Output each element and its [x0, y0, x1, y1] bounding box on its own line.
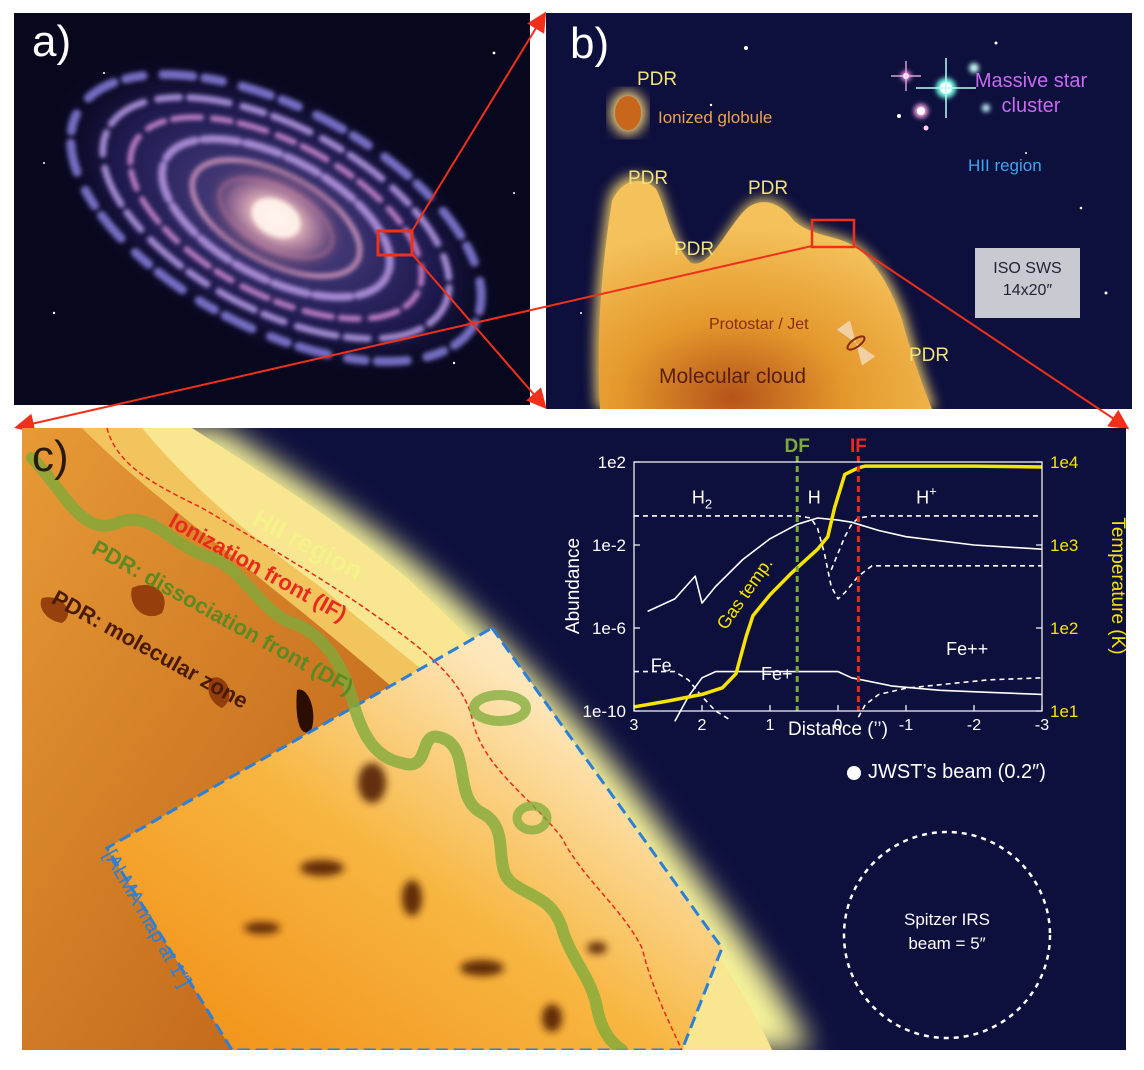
protostar-label: Protostar / Jet [709, 316, 809, 333]
zoom-box-b [810, 218, 856, 249]
spitzer-beam-circle [842, 830, 1052, 1040]
annotation-h-2: H2 [692, 488, 712, 512]
x-tick-label: 3 [630, 717, 639, 734]
iso-sws-line2: 14x20″ [1002, 282, 1053, 299]
ionized-globule-shape [615, 96, 641, 130]
pdr-label: PDR [748, 178, 789, 199]
df-clump-ring [469, 690, 531, 726]
panel-c-label: c) [32, 432, 69, 481]
df-clump-ring [512, 801, 552, 835]
annotation-fe: Fe+ [761, 664, 793, 684]
y-tick-label: 1e-2 [592, 536, 626, 555]
pdr-label: PDR [637, 69, 678, 90]
iso-sws-label: ISO SWS 14x20″ [975, 258, 1080, 302]
chart-xlabel: Distance (’’) [788, 719, 888, 740]
x-tick-label: -3 [1035, 717, 1049, 734]
chart-frame [633, 461, 1043, 712]
chart-y2label: Temperature (K) [1107, 517, 1126, 654]
panel-a: a) [14, 13, 530, 405]
y-tick-label: 1e2 [598, 453, 626, 472]
panel-b: b) PDR Ionized globule PDR PDR PDR PDR M… [546, 13, 1132, 409]
pdr-label: PDR [674, 239, 715, 260]
annotation-h: H [808, 488, 821, 508]
y-tick-label: 1e-6 [592, 619, 626, 638]
panel-b-label: b) [570, 19, 610, 68]
annotation-h-plus: H+ [916, 484, 937, 508]
spitzer-line1: Spitzer IRS [904, 910, 990, 929]
jwst-beam-label: JWST’s beam (0.2″) [868, 761, 1046, 783]
cluster-label-line1: Massive star [974, 70, 1088, 92]
spitzer-beam-label: Spitzer IRS beam = 5″ [847, 908, 1047, 956]
pdr-label: PDR [628, 168, 669, 189]
iso-sws-line1: ISO SWS [993, 260, 1062, 277]
marker-label-if: IF [850, 436, 867, 457]
alma-map-outline [104, 626, 724, 1050]
y2-tick-label: 1e2 [1050, 619, 1078, 638]
chart-markers: DF IF [785, 436, 867, 711]
panel-c: c) HII region Ionization front (IF) PDR:… [22, 428, 1126, 1050]
chart-ylabel: Abundance [563, 538, 584, 634]
panel-a-label: a) [32, 17, 72, 66]
star-cluster-icon [891, 58, 990, 131]
chart-plot-area [634, 462, 1042, 711]
annotation-fe: Fe [651, 656, 672, 676]
massive-star-cluster-label: Massive star cluster [961, 69, 1101, 119]
x-tick-label: 0 [834, 717, 843, 734]
marker-label-df: DF [785, 436, 810, 457]
galaxy-image [43, 51, 515, 383]
y2-tick-label: 1e3 [1050, 536, 1078, 555]
molecular-cloud-label: Molecular cloud [659, 365, 807, 388]
series-line-fe [674, 670, 1043, 722]
series-line-gas-temp [633, 464, 1043, 709]
cluster-label-line2: cluster [1001, 95, 1061, 117]
dissociation-front-line [26, 452, 628, 1050]
chart-series [633, 464, 1043, 722]
ionized-globule-label: Ionized globule [658, 108, 773, 127]
annotation-fe: Fe++ [946, 639, 988, 659]
jwst-beam-dot [847, 766, 861, 780]
pdr-zoom-drawing [22, 428, 1052, 1050]
series-line-h [647, 517, 1043, 613]
y2-tick-label: 1e1 [1050, 702, 1078, 721]
y2-tick-label: 1e4 [1050, 453, 1078, 472]
x-tick-label: 2 [698, 717, 707, 734]
hii-region-label-b: HII region [968, 156, 1042, 175]
x-tick-label: -1 [899, 717, 913, 734]
pdr-label: PDR [909, 345, 950, 366]
x-tick-label: -2 [967, 717, 981, 734]
series-line-h2 [634, 515, 1042, 600]
abundance-chart: 3 2 1 0 -1 -2 -3 1e2 1e-2 1e-6 1e-10 1e4 1e3 1e2 1e1 D… [563, 436, 1126, 740]
spitzer-line2: beam = 5″ [908, 934, 986, 953]
x-tick-label: 1 [766, 717, 775, 734]
y-tick-label: 1e-10 [583, 702, 626, 721]
